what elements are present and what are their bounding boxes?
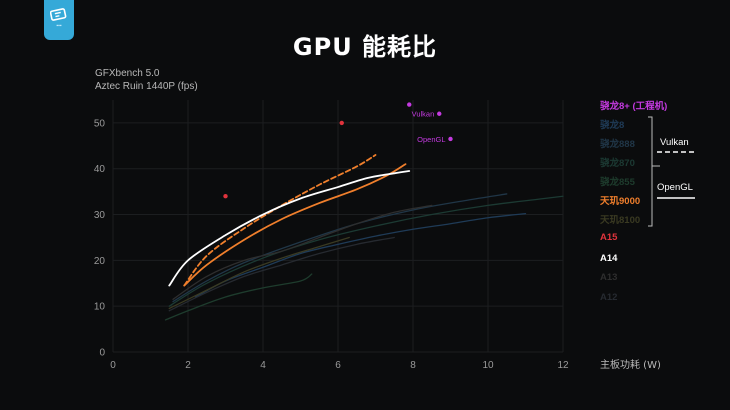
brand-logo: ▪▪▪	[44, 0, 74, 40]
series-0-point-label: Vulkan	[412, 110, 435, 119]
series-0-point-label: OpenGL	[417, 135, 445, 144]
series-0-point	[437, 111, 442, 116]
y-tick-label: 30	[94, 210, 106, 221]
y-tick-label: 10	[94, 302, 106, 313]
legend-bracket	[648, 116, 653, 227]
x-tick-label: 10	[482, 360, 494, 371]
y-tick-label: 40	[94, 164, 106, 175]
brand-logo-mark: ▪▪▪	[56, 23, 62, 29]
legend-item: 骁龙8+ (工程机)	[600, 101, 668, 112]
legend-item: 骁龙855	[600, 177, 635, 188]
series-1-line	[194, 212, 527, 298]
x-tick-label: 12	[557, 360, 569, 371]
series-5-line	[183, 163, 407, 287]
brand-logo-icon	[50, 8, 67, 21]
legend-item: 天玑9000	[600, 196, 641, 207]
series-10-line	[172, 204, 433, 300]
series: Vulkan OpenGL	[164, 102, 564, 321]
opengl-key-label: OpenGL	[657, 182, 693, 193]
series-7-line	[168, 236, 350, 310]
legend-item: 天玑8100	[600, 215, 641, 226]
page-title: GPU 能耗比	[292, 33, 438, 61]
series-4-line	[164, 273, 313, 321]
x-axis-label: 主板功耗 (W)	[600, 358, 661, 371]
series-3-line	[168, 195, 564, 307]
legend-item: A14	[600, 253, 618, 264]
y-tick-label: 20	[94, 256, 106, 267]
benchmark-test: Aztec Ruin 1440P (fps)	[95, 81, 198, 92]
grid	[112, 100, 564, 353]
x-tick-label: 8	[410, 360, 416, 371]
series-8-point	[339, 120, 344, 126]
legend-item: 骁龙870	[600, 158, 635, 169]
y-tick-label: 0	[99, 348, 105, 359]
legend-item: A15	[600, 232, 618, 243]
line-style-key: Vulkan OpenGL	[648, 116, 695, 227]
benchmark-name: GFXbench 5.0	[95, 68, 160, 79]
legend-item: 骁龙8	[600, 120, 625, 131]
vulkan-key-label: Vulkan	[660, 137, 689, 148]
series-9-line	[168, 170, 411, 287]
series-0-point	[407, 102, 412, 107]
x-tick-label: 6	[335, 360, 341, 371]
legend-item: A12	[600, 292, 618, 303]
y-tick-label: 50	[94, 118, 106, 129]
series-2-line	[172, 193, 508, 303]
legend-item: 骁龙888	[600, 139, 635, 150]
legend-item: A13	[600, 272, 618, 283]
axes: 0 2 4 6 8 10 12 0 10 20 30 40 50 主板功耗 (W)	[94, 118, 661, 371]
series-11-line	[168, 236, 395, 312]
x-tick-label: 2	[185, 360, 191, 371]
x-tick-label: 4	[260, 360, 266, 371]
series-8-point	[223, 194, 228, 199]
x-tick-label: 0	[110, 360, 116, 371]
series-0-point	[448, 136, 453, 142]
